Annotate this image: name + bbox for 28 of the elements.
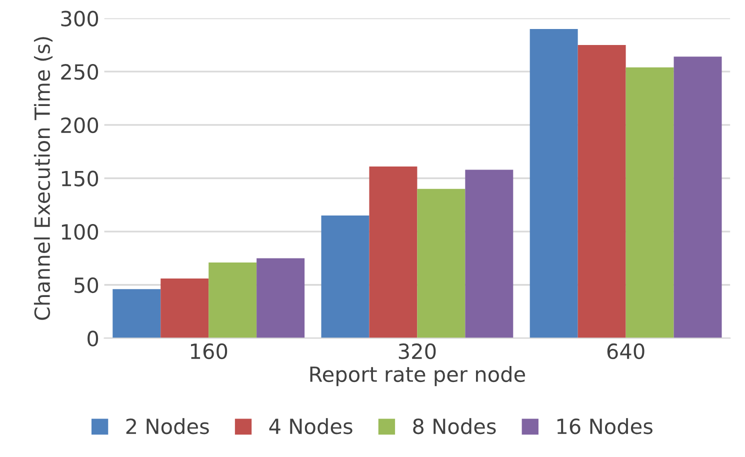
bar bbox=[465, 170, 514, 338]
bar bbox=[530, 28, 578, 338]
legend-label: 2 Nodes bbox=[126, 418, 209, 434]
bar bbox=[417, 188, 466, 338]
x-axis-title: Report rate per node bbox=[310, 366, 526, 386]
y-tick-label: 0 bbox=[88, 330, 98, 346]
x-tick-label: 320 bbox=[398, 343, 436, 360]
legend-label: 16 Nodes bbox=[557, 418, 652, 434]
bar bbox=[578, 44, 626, 338]
bar bbox=[626, 67, 674, 338]
y-tick-label: 150 bbox=[62, 170, 98, 186]
y-tick-label: 50 bbox=[74, 277, 98, 294]
bar bbox=[208, 262, 257, 338]
legend-label: 4 Nodes bbox=[269, 418, 352, 434]
bar bbox=[674, 56, 722, 338]
x-tick-label: 640 bbox=[607, 343, 644, 360]
y-tick-label: 250 bbox=[61, 64, 98, 80]
bar bbox=[369, 166, 418, 338]
x-tick-label: 160 bbox=[191, 343, 228, 360]
bar bbox=[321, 216, 370, 338]
y-axis-title: Channel Execution Time (s) bbox=[34, 37, 53, 320]
bar bbox=[112, 289, 161, 338]
y-tick-label: 100 bbox=[62, 224, 98, 240]
bar bbox=[160, 278, 209, 338]
legend-label: 8 Nodes bbox=[413, 418, 496, 434]
y-tick-label: 200 bbox=[61, 117, 98, 134]
bar bbox=[256, 258, 305, 338]
y-tick-label: 300 bbox=[61, 10, 98, 26]
